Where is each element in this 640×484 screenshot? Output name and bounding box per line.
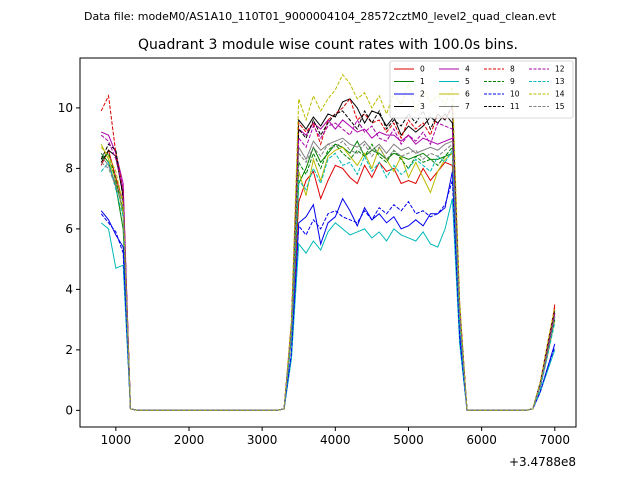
x-axis: 1000 2000 3000 4000 5000 6000 7000 xyxy=(101,427,570,447)
x-tick-label: 3000 xyxy=(247,433,278,447)
x-tick-label: 7000 xyxy=(540,433,571,447)
series-line-4 xyxy=(101,119,556,411)
legend-label: 9 xyxy=(510,77,515,86)
legend-label: 2 xyxy=(420,90,425,99)
y-tick-label: 6 xyxy=(65,222,73,236)
series-line-8 xyxy=(100,94,556,411)
y-tick-label: 0 xyxy=(65,403,73,417)
legend-label: 6 xyxy=(465,90,470,99)
series-line-3 xyxy=(100,98,556,411)
series-line-14 xyxy=(100,73,556,411)
x-offset-label: +3.4788e8 xyxy=(509,455,576,469)
series-line-5 xyxy=(100,198,556,411)
series-line-10 xyxy=(100,180,556,411)
series-line-2 xyxy=(100,171,556,411)
legend-label: 13 xyxy=(555,77,565,86)
legend-label: 7 xyxy=(465,102,470,111)
legend-label: 5 xyxy=(465,77,470,86)
chart-supertitle: Data file: modeM0/AS1A10_110T01_90000041… xyxy=(84,10,557,23)
legend-label: 14 xyxy=(555,90,565,99)
x-tick-label: 4000 xyxy=(320,433,351,447)
legend-label: 1 xyxy=(420,77,425,86)
series-line-0 xyxy=(100,148,556,411)
y-axis: 0 2 4 6 8 10 xyxy=(58,101,80,417)
y-tick-label: 8 xyxy=(65,161,73,175)
legend-label: 4 xyxy=(465,65,470,74)
legend-label: 11 xyxy=(510,102,520,111)
series-line-9 xyxy=(100,143,556,411)
legend-label: 15 xyxy=(555,102,565,111)
plot-lines xyxy=(100,73,556,411)
chart-title: Quadrant 3 module wise count rates with … xyxy=(138,37,518,53)
x-tick-label: 6000 xyxy=(466,433,497,447)
legend-label: 12 xyxy=(555,65,565,74)
legend-label: 8 xyxy=(510,65,515,74)
series-line-15 xyxy=(100,140,556,411)
legend-box xyxy=(389,60,574,119)
x-tick-label: 1000 xyxy=(101,433,132,447)
series-line-13 xyxy=(100,148,556,411)
series-line-11 xyxy=(100,104,556,411)
series-line-6 xyxy=(100,143,556,411)
y-tick-label: 2 xyxy=(65,343,73,357)
x-tick-label: 5000 xyxy=(393,433,424,447)
legend-label: 0 xyxy=(420,65,425,74)
y-tick-label: 10 xyxy=(58,101,73,115)
x-tick-label: 2000 xyxy=(174,433,205,447)
plot-frame xyxy=(79,57,577,428)
y-tick-label: 4 xyxy=(65,282,73,296)
series-line-12 xyxy=(100,118,556,411)
legend-label: 10 xyxy=(510,90,520,99)
legend-label: 3 xyxy=(420,102,425,111)
series-line-7 xyxy=(100,137,556,411)
